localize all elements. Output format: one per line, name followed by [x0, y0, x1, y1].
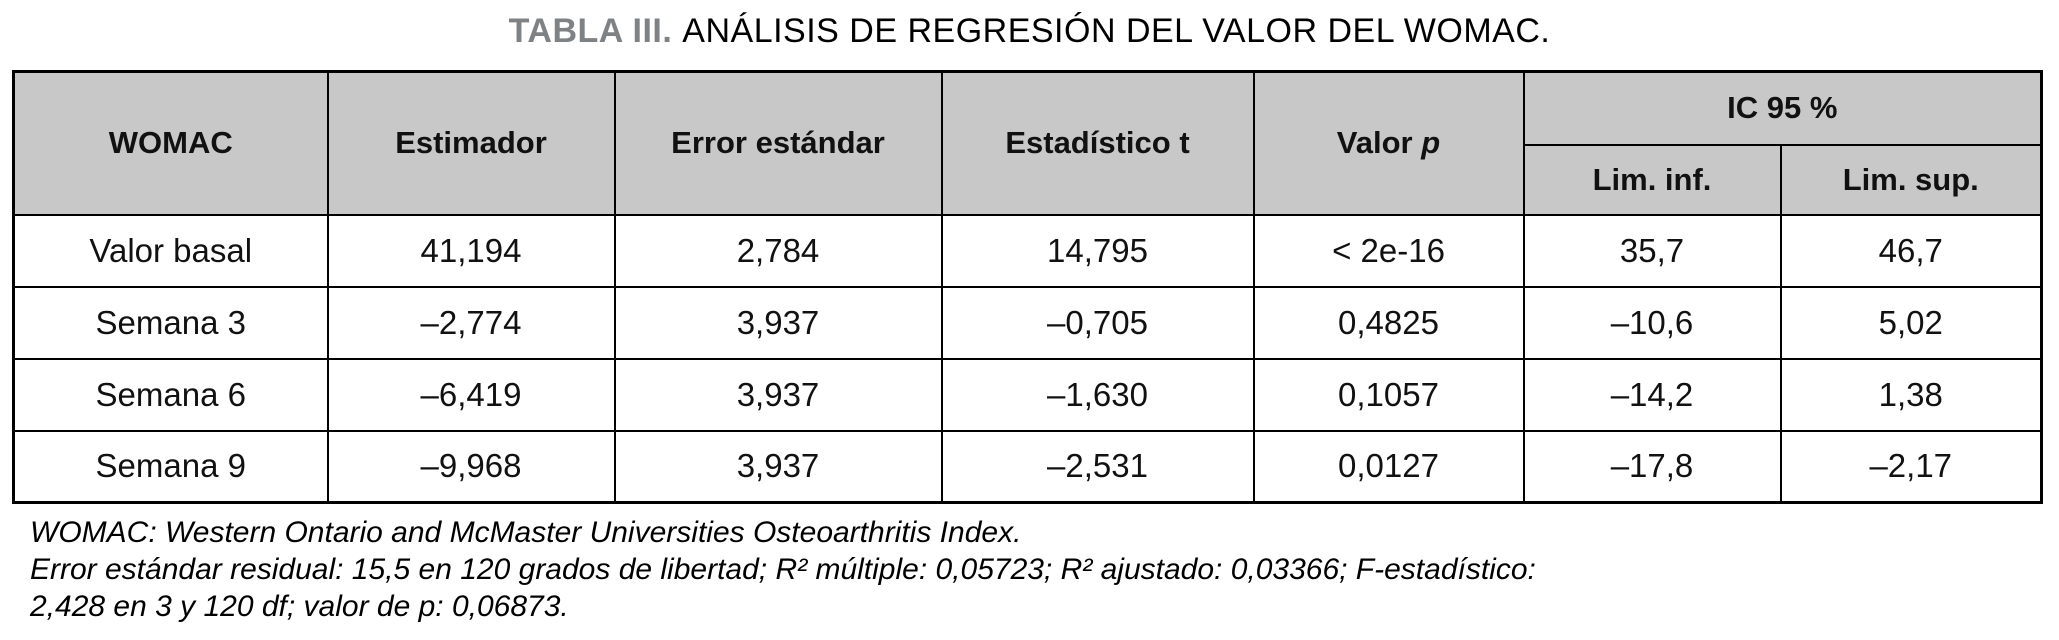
header-row-sub: Lim. inf. Lim. sup. — [14, 143, 2043, 216]
cell-lim-sup: 46,7 — [1779, 213, 2043, 288]
table-title: TABLA III. ANÁLISIS DE REGRESIÓN DEL VAL… — [0, 12, 2059, 51]
footnote-stats-line2: 2,428 en 3 y 120 df; valor de p: 0,06873… — [30, 590, 569, 623]
header-valor-p-prefix: Valor — [1336, 125, 1413, 161]
table-row-semana-6: Semana 6 –6,419 3,937 –1,630 0,1057 –14,… — [12, 357, 2043, 432]
cell-lim-inf: –14,2 — [1522, 357, 1782, 432]
cell-estadistico-t: –0,705 — [940, 285, 1255, 360]
table-number: TABLA III. — [508, 12, 673, 50]
header-row-top: WOMAC Estimador Error estándar Estadísti… — [12, 70, 2043, 216]
page: TABLA III. ANÁLISIS DE REGRESIÓN DEL VAL… — [0, 12, 2059, 640]
table-row-valor-basal: Valor basal 41,194 2,784 14,795 < 2e-16 … — [12, 213, 2043, 288]
cell-estadistico-t: –2,531 — [940, 429, 1255, 504]
cell-estimador: –9,968 — [326, 429, 616, 504]
table-caption: ANÁLISIS DE REGRESIÓN DEL VALOR DEL WOMA… — [682, 12, 1551, 50]
regression-table: WOMAC Estimador Error estándar Estadísti… — [12, 70, 2043, 504]
cell-lim-sup: –2,17 — [1779, 429, 2043, 504]
cell-error-estandar: 3,937 — [613, 429, 943, 504]
header-error-estandar: Error estándar — [613, 70, 943, 216]
cell-lim-inf: 35,7 — [1522, 213, 1782, 288]
header-valor-p-symbol: p — [1421, 125, 1441, 161]
cell-error-estandar: 3,937 — [613, 357, 943, 432]
cell-valor-p: 0,0127 — [1252, 429, 1525, 504]
cell-estimador: –6,419 — [326, 357, 616, 432]
cell-estadistico-t: 14,795 — [940, 213, 1255, 288]
row-label: Semana 6 — [12, 357, 329, 432]
cell-estadistico-t: –1,630 — [940, 357, 1255, 432]
header-valor-p: Valor p — [1252, 70, 1525, 216]
cell-lim-sup: 5,02 — [1779, 285, 2043, 360]
cell-estimador: 41,194 — [326, 213, 616, 288]
cell-valor-p: 0,4825 — [1252, 285, 1525, 360]
cell-lim-inf: –10,6 — [1522, 285, 1782, 360]
header-estimador: Estimador — [326, 70, 616, 216]
row-label: Semana 3 — [12, 285, 329, 360]
header-ic95: IC 95 % — [1522, 70, 2043, 146]
cell-estimador: –2,774 — [326, 285, 616, 360]
cell-error-estandar: 3,937 — [613, 285, 943, 360]
footnote-stats-line1: Error estándar residual: 15,5 en 120 gra… — [30, 553, 1536, 586]
row-label: Valor basal — [12, 213, 329, 288]
cell-lim-inf: –17,8 — [1522, 429, 1782, 504]
cell-valor-p: < 2e-16 — [1252, 213, 1525, 288]
footnote-abbreviation: WOMAC: Western Ontario and McMaster Univ… — [30, 516, 1022, 549]
table-row-semana-3: Semana 3 –2,774 3,937 –0,705 0,4825 –10,… — [12, 285, 2043, 360]
header-lim-inf: Lim. inf. — [1522, 143, 1782, 216]
cell-lim-sup: 1,38 — [1779, 357, 2043, 432]
footnotes: WOMAC: Western Ontario and McMaster Univ… — [30, 514, 2059, 625]
cell-valor-p: 0,1057 — [1252, 357, 1525, 432]
header-estadistico-t: Estadístico t — [940, 70, 1255, 216]
header-lim-sup: Lim. sup. — [1779, 143, 2043, 216]
table-row-semana-9: Semana 9 –9,968 3,937 –2,531 0,0127 –17,… — [12, 429, 2043, 504]
header-womac: WOMAC — [12, 70, 329, 216]
cell-error-estandar: 2,784 — [613, 213, 943, 288]
row-label: Semana 9 — [12, 429, 329, 504]
